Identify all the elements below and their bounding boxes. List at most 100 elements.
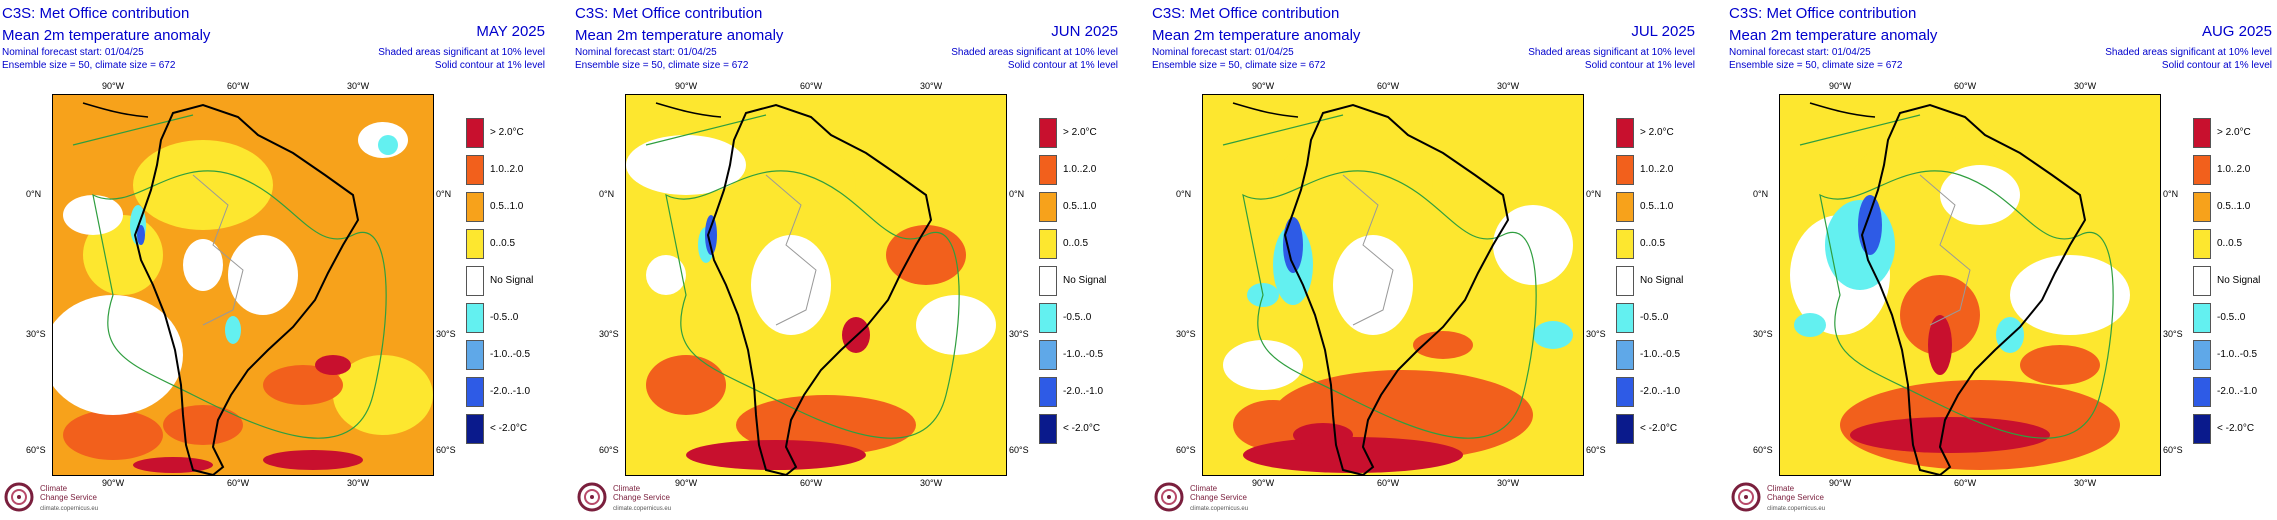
legend-swatch xyxy=(1616,118,1634,148)
significance-note: Shaded areas significant at 10% level xyxy=(951,47,1118,58)
forecast-panel: C3S: Met Office contribution Mean 2m tem… xyxy=(1727,0,2277,520)
panel-title: C3S: Met Office contribution xyxy=(1152,5,1340,22)
legend-swatch xyxy=(1039,229,1057,259)
legend-item: -2.0..-1.0 xyxy=(2193,377,2277,409)
logo-line1: Climate xyxy=(1767,484,1795,493)
lon-label-bottom: 30°W xyxy=(347,478,370,488)
legend-swatch xyxy=(2193,229,2211,259)
lat-label-left: 60°S xyxy=(1176,445,1196,455)
logo-url: climate.copernicus.eu xyxy=(613,506,672,512)
contour-note: Solid contour at 1% level xyxy=(1007,60,1118,71)
anomaly-map-svg xyxy=(626,95,1006,475)
lat-label-right: 60°S xyxy=(2163,445,2183,455)
color-legend: > 2.0°C 1.0..2.0 0.5..1.0 0..0.5 No Sign… xyxy=(466,118,556,458)
anomaly-map xyxy=(52,94,434,476)
legend-label: -0.5..0 xyxy=(1640,312,1669,323)
logo-line1: Climate xyxy=(40,484,68,493)
forecast-panel: C3S: Met Office contribution Mean 2m tem… xyxy=(1150,0,1719,520)
color-legend: > 2.0°C 1.0..2.0 0.5..1.0 0..0.5 No Sign… xyxy=(1616,118,1706,458)
lon-label-bottom: 90°W xyxy=(1829,478,1852,488)
panel-subtitle: Mean 2m temperature anomaly xyxy=(1729,27,1938,44)
panel-title: C3S: Met Office contribution xyxy=(2,5,190,22)
legend-label: > 2.0°C xyxy=(1640,127,1674,138)
legend-label: -1.0..-0.5 xyxy=(1063,349,1104,360)
legend-swatch xyxy=(1616,414,1634,444)
legend-label: No Signal xyxy=(1063,275,1107,286)
lon-label-top: 60°W xyxy=(227,81,250,91)
legend-swatch xyxy=(2193,155,2211,185)
copernicus-logo: Climate Change Service climate.copernicu… xyxy=(1731,482,1871,518)
forecast-start: Nominal forecast start: 01/04/25 xyxy=(1152,47,1294,58)
legend-label: -2.0..-1.0 xyxy=(490,386,531,397)
legend-swatch xyxy=(1616,155,1634,185)
panel-subtitle: Mean 2m temperature anomaly xyxy=(575,27,784,44)
ensemble-info: Ensemble size = 50, climate size = 672 xyxy=(1152,60,1326,71)
panel-month: JUN 2025 xyxy=(1051,23,1118,40)
lon-label-top: 60°W xyxy=(800,81,823,91)
legend-item: No Signal xyxy=(1616,266,1706,298)
legend-label: 0..0.5 xyxy=(1640,238,1666,249)
lat-label-left: 30°S xyxy=(1753,329,1773,339)
legend-label: 1.0..2.0 xyxy=(490,164,524,175)
legend-swatch xyxy=(466,414,484,444)
lon-label-top: 30°W xyxy=(2074,81,2097,91)
legend-swatch xyxy=(2193,377,2211,407)
panel-subtitle: Mean 2m temperature anomaly xyxy=(2,27,211,44)
lat-label-left: 30°S xyxy=(599,329,619,339)
lon-label-bottom: 60°W xyxy=(1377,478,1400,488)
legend-item: 0.5..1.0 xyxy=(1039,192,1129,224)
lat-label-left: 60°S xyxy=(599,445,619,455)
legend-item: -0.5..0 xyxy=(466,303,556,335)
legend-label: No Signal xyxy=(490,275,534,286)
ensemble-info: Ensemble size = 50, climate size = 672 xyxy=(2,60,176,71)
lon-label-bottom: 90°W xyxy=(675,478,698,488)
legend-swatch xyxy=(1039,340,1057,370)
lat-label-left: 0°N xyxy=(599,189,615,199)
legend-item: -2.0..-1.0 xyxy=(1039,377,1129,409)
legend-item: 0.5..1.0 xyxy=(1616,192,1706,224)
legend-item: < -2.0°C xyxy=(2193,414,2277,446)
legend-label: -0.5..0 xyxy=(2217,312,2246,323)
legend-label: No Signal xyxy=(1640,275,1684,286)
legend-label: < -2.0°C xyxy=(2217,423,2255,434)
lon-label-bottom: 30°W xyxy=(1497,478,1520,488)
lat-label-left: 60°S xyxy=(26,445,46,455)
legend-label: 0.5..1.0 xyxy=(1063,201,1097,212)
legend-label: 0..0.5 xyxy=(2217,238,2243,249)
legend-swatch xyxy=(1039,303,1057,333)
legend-item: -1.0..-0.5 xyxy=(466,340,556,372)
legend-label: -0.5..0 xyxy=(1063,312,1092,323)
legend-item: 0..0.5 xyxy=(2193,229,2277,261)
significance-note: Shaded areas significant at 10% level xyxy=(378,47,545,58)
legend-item: 0..0.5 xyxy=(1616,229,1706,261)
lon-label-bottom: 60°W xyxy=(1954,478,1977,488)
lat-label-left: 0°N xyxy=(1753,189,1769,199)
legend-swatch xyxy=(466,229,484,259)
lon-label-top: 30°W xyxy=(920,81,943,91)
legend-swatch xyxy=(1616,303,1634,333)
logo-url: climate.copernicus.eu xyxy=(1767,506,1826,512)
legend-label: > 2.0°C xyxy=(1063,127,1097,138)
lat-label-left: 0°N xyxy=(26,189,42,199)
lat-label-right: 60°S xyxy=(436,445,456,455)
lat-label-left: 0°N xyxy=(1176,189,1192,199)
legend-item: 0.5..1.0 xyxy=(466,192,556,224)
legend-label: -1.0..-0.5 xyxy=(2217,349,2258,360)
legend-swatch xyxy=(2193,118,2211,148)
lon-label-top: 30°W xyxy=(347,81,370,91)
logo-line2: Change Service xyxy=(613,493,670,502)
legend-label: -1.0..-0.5 xyxy=(1640,349,1681,360)
logo-url: climate.copernicus.eu xyxy=(40,506,99,512)
anomaly-map xyxy=(1779,94,2161,476)
legend-item: -1.0..-0.5 xyxy=(1039,340,1129,372)
anomaly-map-svg xyxy=(53,95,433,475)
lat-label-right: 0°N xyxy=(436,189,452,199)
legend-label: No Signal xyxy=(2217,275,2261,286)
logo-line2: Change Service xyxy=(40,493,97,502)
legend-label: 0.5..1.0 xyxy=(490,201,524,212)
lat-label-right: 30°S xyxy=(436,329,456,339)
logo-url: climate.copernicus.eu xyxy=(1190,506,1249,512)
copernicus-logo: Climate Change Service climate.copernicu… xyxy=(4,482,144,518)
logo-line1: Climate xyxy=(613,484,641,493)
legend-label: 0..0.5 xyxy=(1063,238,1089,249)
